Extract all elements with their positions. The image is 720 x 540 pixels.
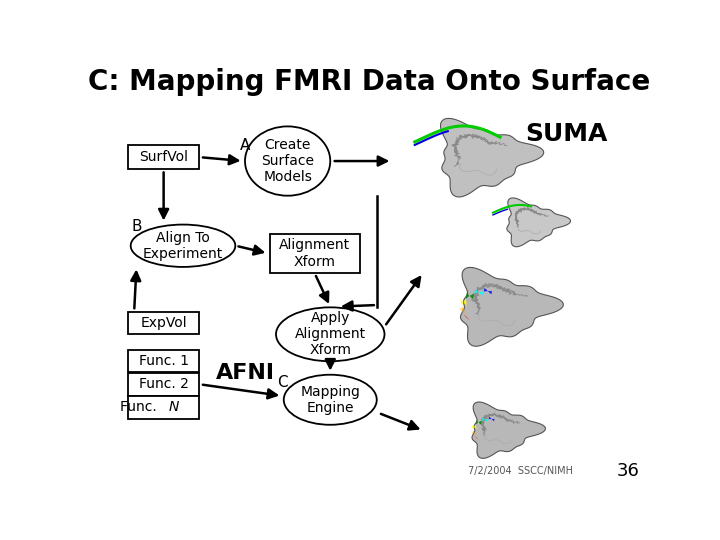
Text: Create
Surface
Models: Create Surface Models <box>261 138 314 184</box>
FancyBboxPatch shape <box>270 234 360 273</box>
Text: C: Mapping FMRI Data Onto Surface: C: Mapping FMRI Data Onto Surface <box>88 68 650 96</box>
Ellipse shape <box>131 225 235 267</box>
Polygon shape <box>484 288 492 294</box>
Polygon shape <box>474 435 479 440</box>
Polygon shape <box>482 417 488 422</box>
Polygon shape <box>476 420 482 425</box>
FancyBboxPatch shape <box>128 373 199 395</box>
Text: B: B <box>131 219 142 234</box>
Text: ExpVol: ExpVol <box>140 316 187 330</box>
Text: Func. 2: Func. 2 <box>139 377 189 392</box>
Ellipse shape <box>245 126 330 195</box>
Polygon shape <box>472 402 546 458</box>
Polygon shape <box>441 118 544 197</box>
FancyBboxPatch shape <box>128 396 199 419</box>
Polygon shape <box>474 289 484 295</box>
Polygon shape <box>472 424 477 430</box>
FancyBboxPatch shape <box>128 145 199 169</box>
Text: Apply
Alignment
Xform: Apply Alignment Xform <box>294 311 366 357</box>
FancyBboxPatch shape <box>128 350 199 373</box>
Text: 36: 36 <box>617 462 640 481</box>
Polygon shape <box>460 299 467 306</box>
Text: Align To
Experiment: Align To Experiment <box>143 231 223 261</box>
Polygon shape <box>507 198 570 247</box>
Polygon shape <box>459 306 466 314</box>
Text: Mapping
Engine: Mapping Engine <box>300 384 360 415</box>
Ellipse shape <box>284 375 377 425</box>
Text: SUMA: SUMA <box>526 122 608 146</box>
Polygon shape <box>471 430 476 436</box>
Text: C: C <box>277 375 287 389</box>
Polygon shape <box>466 293 474 299</box>
Text: 7/2/2004  SSCC/NIMH: 7/2/2004 SSCC/NIMH <box>467 467 572 476</box>
Polygon shape <box>463 314 469 321</box>
Text: Func.: Func. <box>120 401 161 415</box>
Text: SurfVol: SurfVol <box>139 150 188 164</box>
Text: Alignment
Xform: Alignment Xform <box>279 238 351 268</box>
Polygon shape <box>488 417 495 421</box>
Text: AFNI: AFNI <box>215 363 274 383</box>
Ellipse shape <box>276 307 384 361</box>
Text: A: A <box>240 138 250 153</box>
Text: $N$: $N$ <box>168 401 179 415</box>
FancyBboxPatch shape <box>128 312 199 334</box>
Text: Func. 1: Func. 1 <box>139 354 189 368</box>
Polygon shape <box>461 267 563 346</box>
